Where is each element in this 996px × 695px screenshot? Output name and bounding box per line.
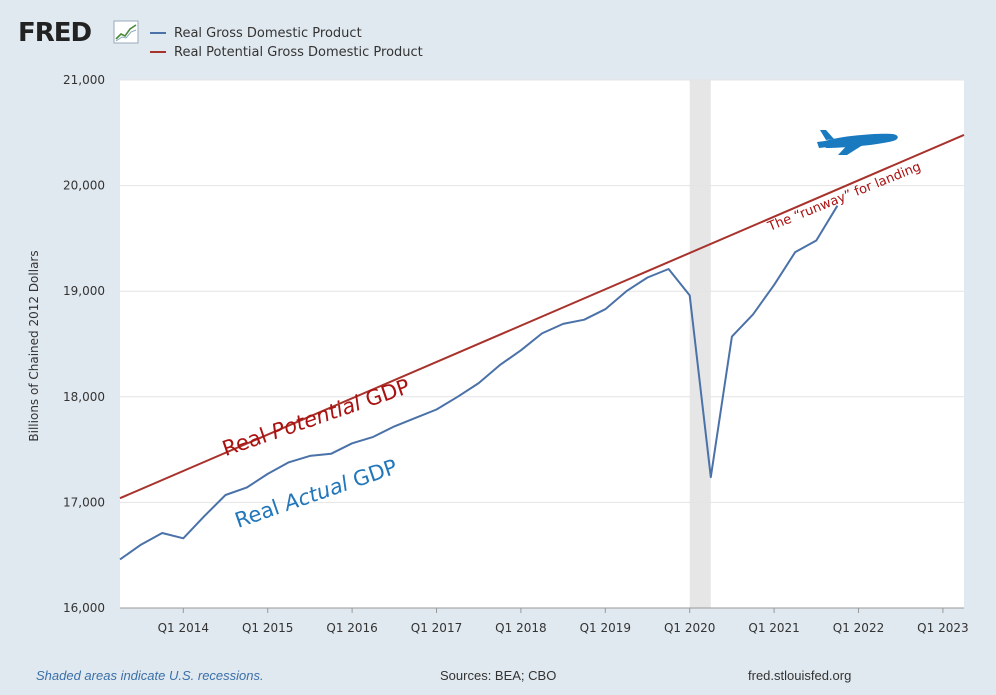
x-tick-label: Q1 2016 xyxy=(326,621,377,635)
x-tick-label: Q1 2014 xyxy=(158,621,209,635)
y-tick-label: 17,000 xyxy=(63,495,105,509)
y-axis-label: Billions of Chained 2012 Dollars xyxy=(27,250,41,441)
y-tick-label: 21,000 xyxy=(63,73,105,87)
airplane-wing xyxy=(838,142,866,155)
airplane-fin xyxy=(820,130,834,140)
airplane-icon xyxy=(817,130,898,155)
y-tick-label: 16,000 xyxy=(63,601,105,615)
legend-item-potential: Real Potential Gross Domestic Product xyxy=(150,43,423,61)
airplane-fuselage xyxy=(822,133,898,148)
chart-trend-icon xyxy=(113,20,139,44)
airplane-tail xyxy=(817,141,828,148)
recession-note: Shaded areas indicate U.S. recessions. xyxy=(36,668,264,683)
series-line-potential-gdp xyxy=(119,133,965,500)
legend-swatch-actual xyxy=(150,32,166,34)
plot-area xyxy=(120,80,964,608)
fred-logo: FRED xyxy=(18,18,92,48)
sources-text: Sources: BEA; CBO xyxy=(440,668,557,683)
legend-swatch-potential xyxy=(150,51,166,53)
x-tick-label: Q1 2018 xyxy=(495,621,546,635)
x-tick-label: Q1 2019 xyxy=(580,621,631,635)
recession-band xyxy=(689,80,711,608)
y-tick-label: 20,000 xyxy=(63,179,105,193)
x-tick-label: Q1 2017 xyxy=(411,621,462,635)
series-line-actual-gdp xyxy=(119,205,839,561)
x-tick-label: Q1 2020 xyxy=(664,621,715,635)
legend-label-potential: Real Potential Gross Domestic Product xyxy=(174,44,423,60)
x-tick-label: Q1 2021 xyxy=(748,621,799,635)
x-tick-label: Q1 2015 xyxy=(242,621,293,635)
y-tick-label: 19,000 xyxy=(63,284,105,298)
legend-item-actual: Real Gross Domestic Product xyxy=(150,24,362,42)
y-tick-label: 18,000 xyxy=(63,390,105,404)
legend-label-actual: Real Gross Domestic Product xyxy=(174,25,362,41)
x-tick-label: Q1 2022 xyxy=(833,621,884,635)
source-url: fred.stlouisfed.org xyxy=(748,668,852,683)
x-tick-label: Q1 2023 xyxy=(917,621,968,635)
